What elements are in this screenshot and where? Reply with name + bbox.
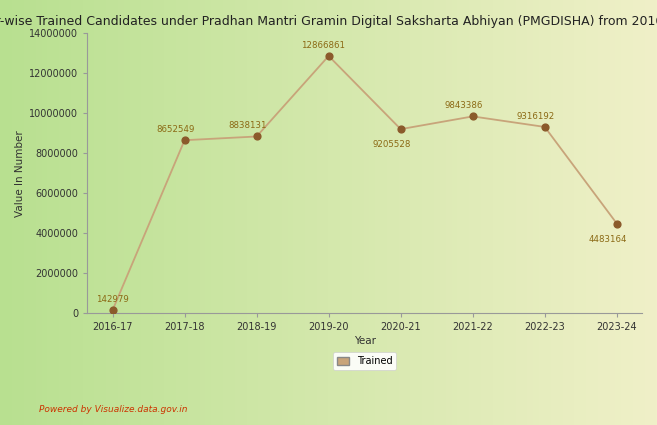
Text: 4483164: 4483164 [589, 235, 627, 244]
Text: 8652549: 8652549 [157, 125, 195, 134]
Point [107, 307, 118, 314]
Title: Year-wise Trained Candidates under Pradhan Mantri Gramin Digital Saksharta Abhiy: Year-wise Trained Candidates under Pradh… [0, 15, 657, 28]
Point [396, 126, 406, 133]
Point [612, 220, 622, 227]
Text: 12866861: 12866861 [301, 41, 345, 50]
Point [468, 113, 478, 120]
Y-axis label: Value In Number: Value In Number [15, 130, 25, 217]
Text: 142979: 142979 [96, 295, 129, 304]
Text: 9843386: 9843386 [445, 101, 484, 110]
Point [539, 124, 550, 130]
Legend: Trained: Trained [333, 352, 396, 370]
Point [323, 53, 334, 60]
Text: 9316192: 9316192 [517, 112, 555, 121]
Point [252, 133, 262, 140]
Point [179, 137, 190, 144]
Text: 8838131: 8838131 [229, 121, 267, 130]
X-axis label: Year: Year [353, 336, 376, 346]
Text: Powered by Visualize.data.gov.in: Powered by Visualize.data.gov.in [39, 405, 188, 414]
Text: 9205528: 9205528 [373, 140, 411, 149]
